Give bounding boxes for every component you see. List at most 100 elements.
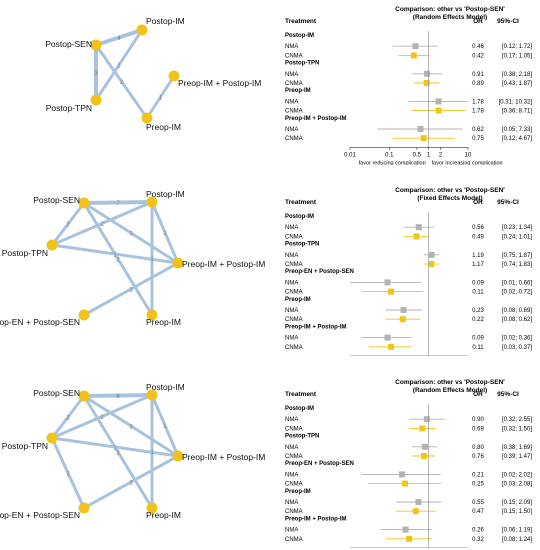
forest-estimate-square: [435, 98, 442, 105]
forest-row-label: CNMA: [285, 290, 303, 296]
network-edge-label: 1: [117, 64, 121, 70]
forest-title: Comparison: other vs 'Postop-SEN': [395, 379, 505, 386]
forest-row-label: CNMA: [285, 234, 303, 240]
network-node-pim: [172, 450, 184, 462]
forest-ci-value: [0.24; 1.01]: [502, 234, 532, 240]
network-edge-label: 3: [129, 425, 133, 431]
forest-ci-value: [0.36; 8.71]: [502, 109, 532, 115]
network-node-label: Preop-IM: [146, 122, 181, 132]
forest-ci-value: [0.02; 0.72]: [502, 290, 532, 296]
forest-ci-value: [0.74; 1.83]: [502, 262, 532, 268]
network-node-label: Preop-IM + Postop-IM: [178, 78, 261, 88]
forest-ci-value: [0.03; 2.08]: [502, 482, 532, 488]
network-node-im: [146, 389, 158, 401]
network-node-label: Preop-IM: [146, 317, 181, 327]
network-edge-sen-im: [82, 200, 154, 205]
forest-ci-value: [0.38; 2.18]: [502, 72, 532, 78]
network-edge-label: 2: [120, 80, 124, 86]
forest-row-label: NMA: [285, 417, 298, 423]
forest-ci-value: [0.75; 1.87]: [502, 253, 532, 259]
network-edge-sen-preim: [94, 43, 149, 120]
forest-col-ci: 95%-CI: [497, 18, 519, 25]
forest-group-label: Postop-TPN: [285, 61, 319, 67]
network-edge-label: 2: [116, 451, 120, 457]
forest-estimate-square: [400, 307, 407, 313]
forest-row-label: NMA: [285, 472, 298, 478]
network-edge-label: 4: [117, 36, 121, 42]
network-edge-label: 2: [66, 416, 70, 422]
network-node-label: Postop-SEN: [45, 39, 92, 49]
network-edge-label: 2: [100, 222, 104, 228]
network-node-label: Postop-IM: [146, 16, 185, 26]
network-edge-label: 1: [129, 481, 133, 487]
forest-col-treatment: Treatment: [285, 199, 317, 206]
forest-estimate-square: [420, 135, 427, 142]
forest-estimate-square: [428, 251, 435, 258]
forest-estimate-square: [399, 316, 406, 323]
forest-ci-value: [0.01; 0.66]: [502, 280, 532, 286]
forest-or-value: 1.78: [472, 109, 484, 115]
forest-col-ci: 95%-CI: [497, 199, 519, 206]
forest-or-value: 0.21: [472, 472, 484, 478]
forest-or-value: 0.46: [472, 44, 484, 50]
network-node-label: Preop-IM: [146, 510, 181, 520]
network-node-label: Postop-SEN: [33, 195, 80, 205]
forest-row-label: NMA: [285, 127, 298, 133]
forest-estimate-square: [384, 279, 391, 286]
network-edge-sen-tpn: [50, 394, 86, 440]
forest-row-label: NMA: [285, 44, 298, 50]
forest-or-value: 0.90: [472, 417, 484, 423]
network-node-tpn: [46, 432, 58, 444]
forest-estimate-square: [412, 43, 419, 50]
forest-group-label: Postop-IM: [285, 214, 314, 220]
forest-subtitle: (Random Effects Model): [413, 387, 487, 394]
network-node-tpn: [46, 239, 58, 251]
network-edge-sen-tpn: [50, 201, 86, 247]
forest-group-label: Preop-IM + Postop-IM: [285, 516, 347, 522]
forest-estimate-square: [423, 416, 430, 423]
forest-or-value: 0.69: [472, 426, 484, 432]
network-edge-sen-im: [82, 393, 154, 398]
forest-tick-label: 10: [465, 152, 472, 158]
network-edge-label: 1: [150, 450, 154, 456]
forest-or-value: 0.89: [472, 81, 484, 87]
forest-or-value: 0.75: [472, 136, 484, 142]
forest-or-value: 0.09: [472, 280, 484, 286]
forest-estimate-square: [420, 453, 427, 459]
forest-or-value: 1.17: [472, 262, 484, 268]
forest-estimate-square: [413, 233, 420, 240]
forest-tick-label: 0.5: [413, 152, 422, 158]
forest-or-value: 0.22: [472, 317, 484, 323]
network-edge-label: 3: [129, 232, 133, 238]
network-node-label: Postop-TPN: [2, 441, 48, 451]
forest-group-label: Postop-TPN: [285, 242, 319, 248]
forest-row-label: CNMA: [285, 136, 303, 142]
network-node-preim: [141, 112, 153, 124]
network-edge-sen-im: [94, 28, 144, 47]
forest-title: Comparison: other vs 'Postop-SEN': [395, 187, 505, 194]
forest-ci-value: [0.15; 1.50]: [502, 509, 532, 515]
forest-estimate-square: [421, 443, 428, 450]
network-edge-label: 2: [116, 258, 120, 264]
forest-or-value: 0.55: [472, 500, 484, 506]
forest-or-value: 0.56: [472, 225, 484, 231]
network-edge-sen-pim: [82, 201, 180, 265]
forest-group-label: Preop-IM + Postop-IM: [285, 324, 347, 330]
forest-row-label: NMA: [285, 72, 298, 78]
forest-estimate-square: [424, 70, 431, 77]
network-edge-pim-preim: [145, 74, 176, 120]
forest-row-label: CNMA: [285, 109, 303, 115]
network-node-im: [136, 24, 148, 36]
network-node-en: [78, 309, 90, 321]
forest-estimate-square: [402, 526, 409, 533]
forest-col-treatment: Treatment: [285, 18, 317, 25]
forest-subtitle: (Random Effects Model): [413, 14, 487, 21]
forest-or-value: 1.19: [472, 253, 484, 259]
forest-estimate-square: [435, 107, 442, 114]
forest-or-value: 0.47: [472, 509, 484, 515]
forest-ci-value: [0.02; 0.36]: [502, 336, 532, 342]
network-graph-3: 62 23 112111Postop-SENPostop-IMPostop-TPNP…: [0, 382, 265, 520]
forest-row-label: CNMA: [285, 509, 303, 515]
network-node-preim: [146, 309, 158, 321]
forest-estimate-square: [415, 224, 422, 231]
